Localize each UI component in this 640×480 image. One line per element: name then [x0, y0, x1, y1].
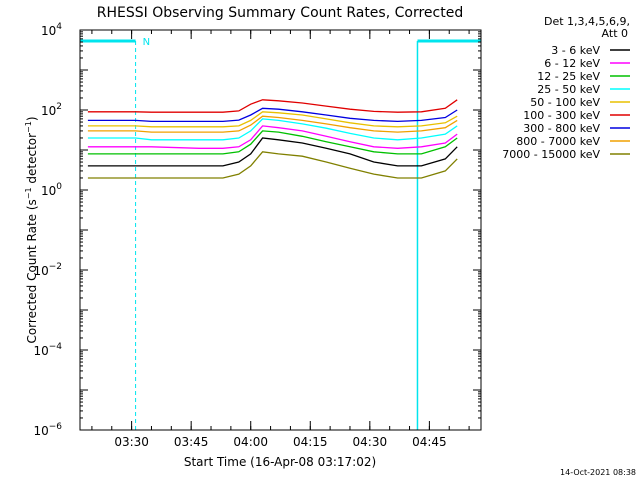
x-tick-label: 03:45 — [174, 435, 209, 449]
y-tick-exponent: −4 — [49, 342, 63, 352]
y-tick-label: 100 — [41, 182, 62, 198]
series-line — [87, 125, 458, 149]
y-tick-exponent: 0 — [56, 182, 62, 192]
y-tick-base: 10 — [41, 24, 56, 38]
y-tick-base: 10 — [33, 264, 48, 278]
y-tick-exponent: 4 — [56, 22, 62, 32]
y-tick-label: 10−4 — [33, 342, 62, 358]
legend-label: 50 - 100 keV — [530, 96, 600, 109]
x-tick-label: 04:00 — [233, 435, 268, 449]
series-line — [87, 130, 458, 155]
x-tick-label: 04:30 — [353, 435, 388, 449]
night-markers: N — [80, 37, 482, 430]
y-tick-exponent: 2 — [56, 102, 62, 112]
legend-label: 7000 - 15000 keV — [502, 148, 600, 161]
chart-title: RHESSI Observing Summary Count Rates, Co… — [97, 5, 463, 21]
series-line — [87, 99, 458, 113]
y-axis-label-part: detector — [25, 133, 39, 188]
x-tick-label: 04:45 — [412, 435, 447, 449]
legend-label: 6 - 12 keV — [544, 57, 600, 70]
night-marker-label: N — [143, 37, 150, 48]
legend-label: 100 - 300 keV — [523, 109, 600, 122]
y-axis-label-sup: −1 — [24, 187, 33, 199]
y-axis-label: Corrected Count Rate (s−1 detector−1) — [24, 116, 39, 343]
x-tick-label: 04:15 — [293, 435, 328, 449]
y-tick-label: 10−2 — [33, 262, 62, 278]
series-line — [87, 107, 458, 123]
legend-label: 25 - 50 keV — [537, 83, 600, 96]
legend-header-line: Att 0 — [602, 27, 628, 40]
legend-label: 12 - 25 keV — [537, 70, 600, 83]
y-axis-label-part: ) — [25, 116, 39, 121]
x-tick-label: 03:30 — [114, 435, 149, 449]
series-line — [87, 115, 458, 133]
x-ticks: 03:30 03:45 04:00 04:15 04:30 04:45 — [91, 30, 470, 449]
series-line — [87, 151, 458, 179]
x-axis-label: Start Time (16-Apr-08 03:17:02) — [184, 455, 376, 469]
y-tick-base: 10 — [33, 424, 48, 438]
legend-header-line: Det 1,3,4,5,6,9, — [544, 15, 630, 28]
y-tick-base: 10 — [33, 344, 48, 358]
y-tick-exponent: −2 — [49, 262, 62, 272]
y-tick-base: 10 — [41, 104, 56, 118]
legend-label: 300 - 800 keV — [523, 122, 600, 135]
y-tick-label: 10−6 — [33, 422, 62, 438]
y-axis-label-part: Corrected Count Rate (s — [25, 199, 39, 343]
legend-label: 800 - 7000 keV — [516, 135, 600, 148]
y-tick-exponent: −6 — [49, 422, 63, 432]
y-tick-label: 102 — [41, 102, 62, 118]
timestamp: 14-Oct-2021 08:38 — [560, 468, 636, 477]
legend-label: 3 - 6 keV — [551, 44, 600, 57]
y-tick-base: 10 — [41, 184, 56, 198]
plot-series — [87, 99, 458, 179]
plot-frame — [79, 29, 482, 431]
series-line — [87, 118, 458, 141]
series-line — [87, 111, 458, 128]
series-line — [87, 137, 458, 167]
y-tick-label: 104 — [41, 22, 62, 38]
y-axis-label-sup: −1 — [24, 121, 33, 133]
